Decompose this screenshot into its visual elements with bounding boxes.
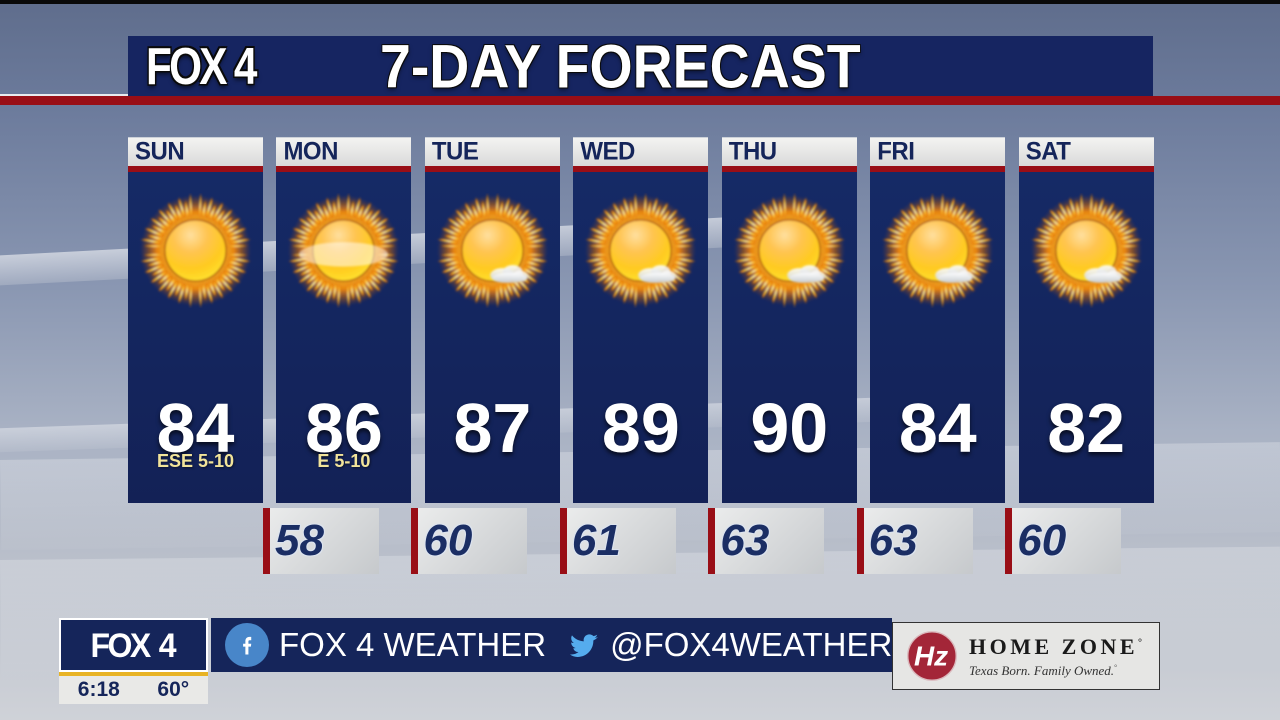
svg-text:Hz: Hz — [914, 640, 948, 671]
